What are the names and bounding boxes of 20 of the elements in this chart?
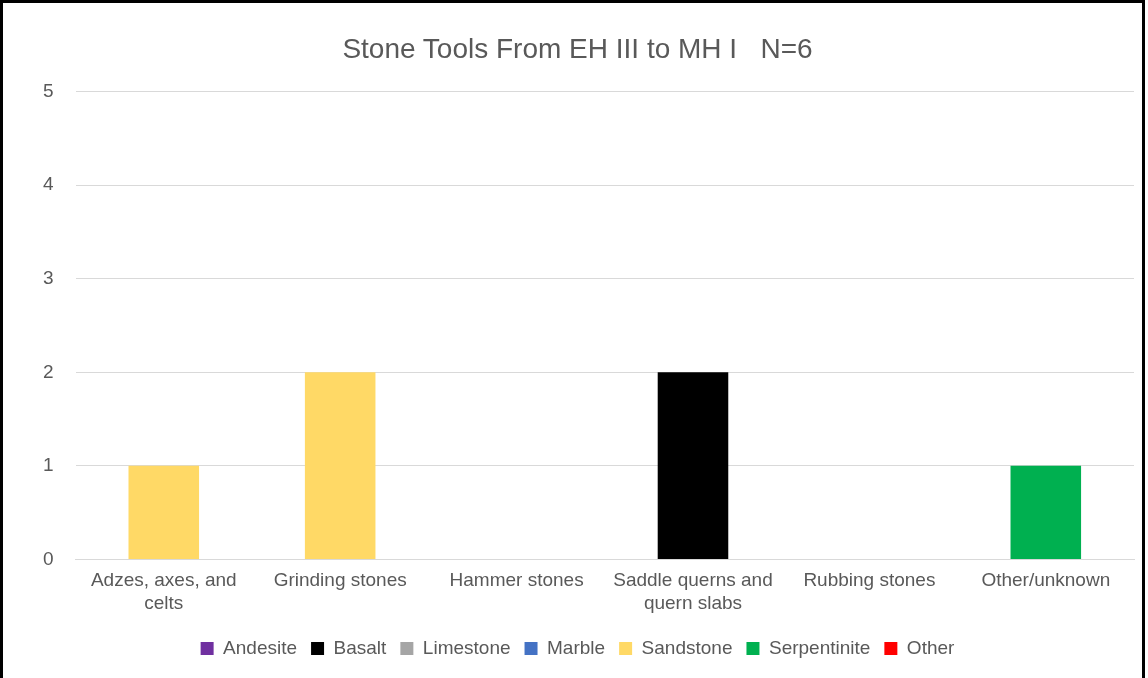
legend-label: Other <box>906 636 956 658</box>
chart-title: Stone Tools From EH III to MH I N=6 <box>342 32 813 64</box>
x-tick-label: Hammer stones <box>449 569 584 591</box>
x-tick-label: Adzes, axes, and celts <box>90 569 237 613</box>
legend-label: Basalt <box>333 636 388 658</box>
y-tick-label: 1 <box>42 454 54 476</box>
legend-label: Serpentinite <box>768 636 871 658</box>
y-tick-label: 2 <box>42 360 54 382</box>
y-tick-label: 4 <box>42 173 54 195</box>
x-tick-label: Grinding stones <box>273 569 407 591</box>
y-tick-label: 0 <box>42 547 54 569</box>
x-tick-label: Rubbing stones <box>803 569 936 591</box>
x-tick-label: Other/unknown <box>981 569 1111 591</box>
y-tick-label: 5 <box>42 79 54 101</box>
legend-label: Sandstone <box>641 636 733 658</box>
y-tick-label: 3 <box>42 266 54 288</box>
legend-label: Andesite <box>223 636 298 658</box>
legend-label: Limestone <box>422 636 511 658</box>
legend-label: Marble <box>547 636 606 658</box>
x-tick-label: Saddle querns and quern slabs <box>613 569 773 613</box>
